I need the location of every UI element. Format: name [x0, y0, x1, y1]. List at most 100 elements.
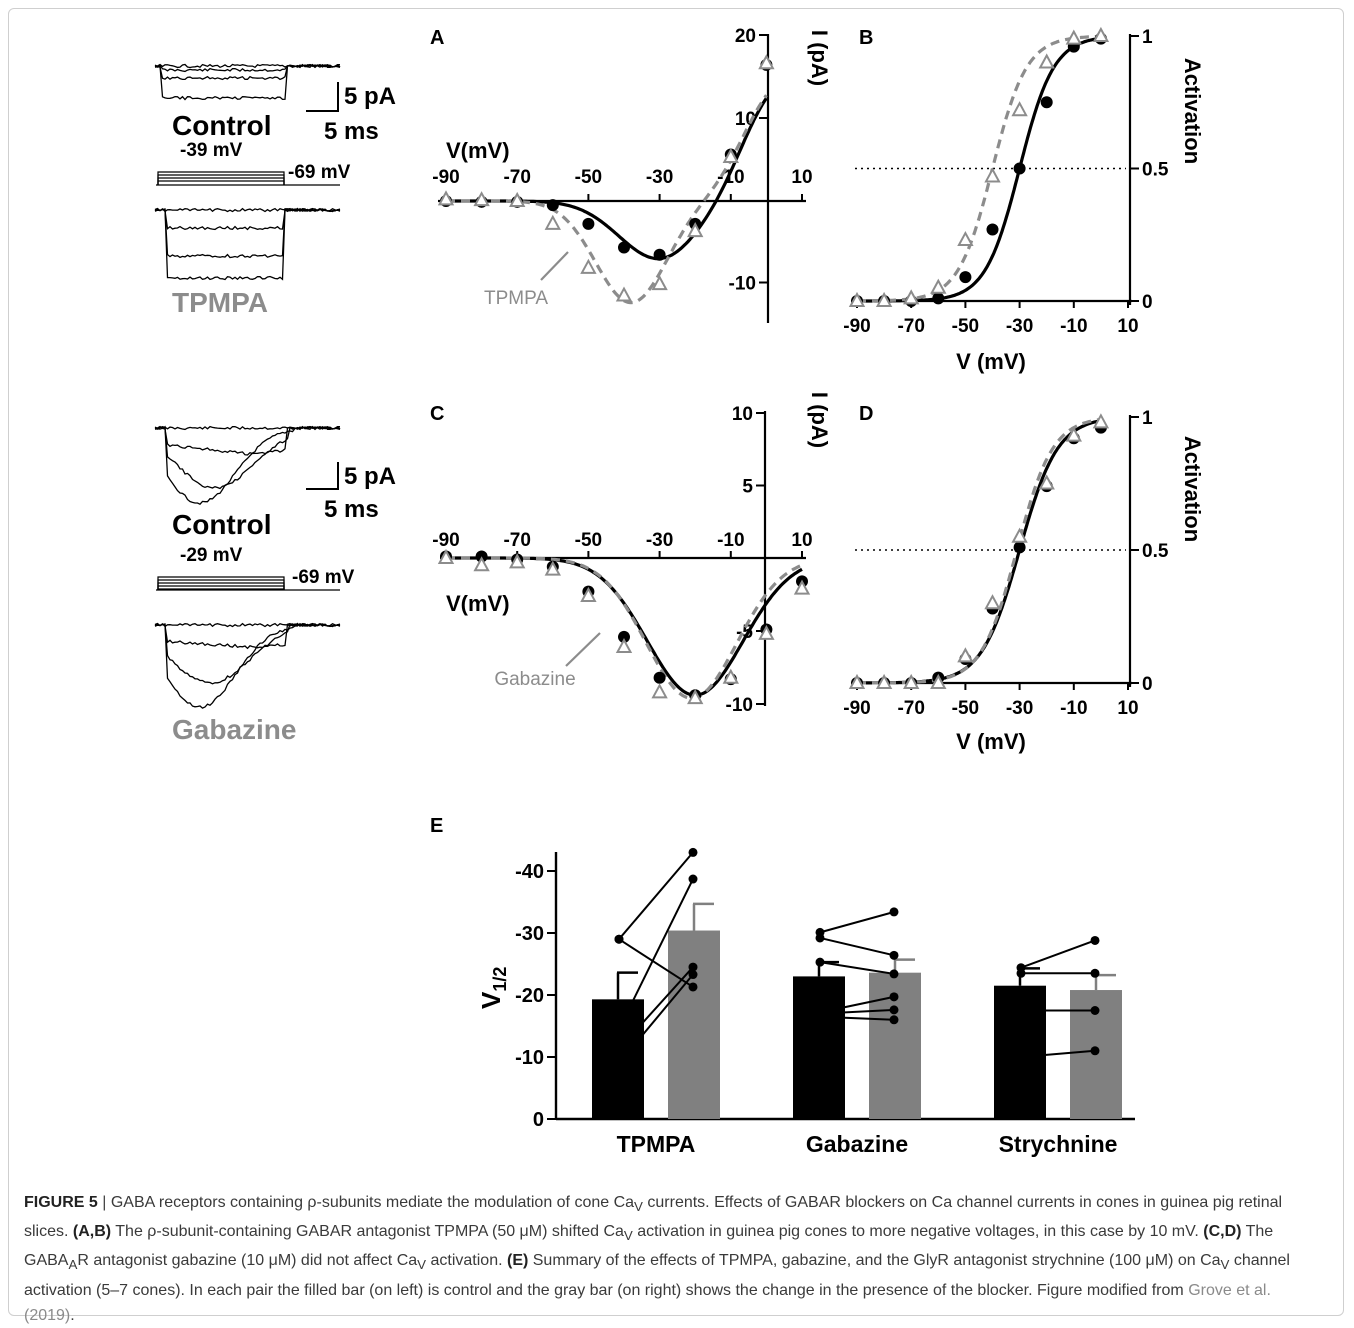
paired-point-blocker [1090, 1006, 1100, 1015]
voltage-step-line [157, 174, 285, 185]
caption-text: activation. [426, 1252, 507, 1270]
x-axis-title: V (mV) [956, 349, 1026, 374]
y-tick-label: 0 [533, 1109, 544, 1131]
y-tick-label: -40 [515, 861, 544, 883]
category-label: Gabazine [806, 1131, 908, 1157]
control-data-point [1013, 162, 1026, 175]
blocker-data-point [580, 586, 597, 602]
blocker-label: Gabazine [172, 714, 296, 745]
x-tick-label: -70 [503, 530, 530, 551]
caption-figure-label: FIGURE 5 [24, 1194, 98, 1211]
x-tick-label: 10 [1117, 698, 1138, 719]
blocker-data-point [437, 190, 455, 206]
y-axis-title: V1/2 [476, 967, 510, 1009]
control-current-trace [154, 63, 341, 73]
caption-citation-link[interactable]: Grove et al. (2019) [24, 1281, 1271, 1324]
caption-text: channel activation (5–7 cones). In each … [24, 1252, 1290, 1299]
paired-line [819, 1015, 895, 1021]
paired-point-blocker [889, 969, 899, 979]
control-bar [994, 985, 1046, 1119]
blocker-data-point [509, 191, 526, 207]
blocker-data-point [580, 258, 597, 274]
paired-point-control [614, 1024, 624, 1034]
x-tick-label: -10 [1060, 316, 1087, 337]
caption-separator: | [102, 1194, 107, 1211]
caption-text: R antagonist gabazine (10 μM) did not af… [77, 1252, 418, 1270]
y-tick-label: -10 [726, 695, 753, 716]
y-tick-label: 5 [742, 477, 753, 498]
paired-point-blocker [688, 847, 698, 857]
caption-panel-ref: (E) [506, 1252, 529, 1270]
blocker-data-point [687, 689, 704, 705]
control-data-point [959, 271, 972, 284]
paired-point-blocker [688, 982, 698, 992]
category-label: TPMPA [617, 1131, 696, 1157]
holding-voltage-label: -69 mV [292, 567, 355, 588]
blocker-data-point [758, 624, 775, 640]
panel-letter: A [430, 27, 444, 49]
blocker-data-point [875, 673, 893, 689]
blocker-data-point [687, 222, 704, 238]
paired-point-blocker [1090, 935, 1100, 945]
blocker-data-point [615, 637, 633, 654]
x-tick-label: -90 [843, 316, 870, 337]
control-data-point [1013, 541, 1026, 554]
blocker-data-point [1038, 53, 1055, 69]
x-tick-label: -70 [897, 698, 924, 719]
scale-bar-time-label: 5 ms [324, 496, 379, 523]
step-voltage-label: -39 mV [180, 140, 243, 161]
control-fit-curve [446, 556, 803, 697]
blocker-current-trace [154, 622, 341, 650]
step-voltage-label: -29 mV [180, 545, 243, 566]
category-label: Strychnine [999, 1131, 1118, 1157]
blocker-label: TPMPA [172, 287, 268, 318]
scale-bar-current-label: 5 pA [344, 463, 396, 490]
paired-line [819, 1008, 895, 1015]
paired-line [819, 910, 895, 934]
blocker-data-point [984, 594, 1001, 610]
blocker-data-point [437, 548, 455, 564]
paired-point-blocker [889, 992, 899, 1002]
caption-text: activation in guinea pig cones to more n… [632, 1223, 1204, 1241]
blocker-data-point [722, 668, 739, 684]
blocker-data-point [848, 291, 866, 307]
blocker-current-trace [154, 622, 341, 685]
control-current-trace [154, 425, 341, 431]
panel-letter: B [859, 27, 873, 49]
figure-frame [8, 8, 1344, 1316]
control-data-point [618, 630, 630, 643]
paired-point-blocker [889, 950, 899, 960]
caption-text: GABA receptors containing ρ-subunits med… [110, 1194, 635, 1211]
y-tick-label: -10 [729, 274, 756, 295]
caption-text: currents. Effects of GABAR blockers on C… [24, 1194, 1283, 1241]
y-tick-label: 10 [732, 404, 753, 425]
blocker-current-trace [154, 622, 341, 709]
control-data-point [986, 223, 999, 236]
caption-sub: A [68, 1257, 78, 1273]
x-tick-label: -70 [897, 316, 924, 337]
x-tick-label: -50 [575, 167, 602, 188]
caption-text: Summary of the effects of TPMPA, gabazin… [528, 1252, 1221, 1270]
blocker-data-point [930, 278, 947, 294]
paired-line [618, 878, 694, 1030]
paired-line [618, 938, 694, 988]
panel-letter: E [430, 815, 443, 837]
paired-point-control [1016, 1006, 1026, 1015]
y-axis-title-subscript: 1/2 [490, 967, 510, 992]
x-tick-label: -90 [843, 698, 870, 719]
caption-sub: V [634, 1199, 643, 1215]
panel-e-bar-chart: E 0 -10 -20 -30 -40 V1/2 TPMPA Gabazine Strychnin… [430, 815, 1135, 1157]
x-tick-label: -50 [952, 698, 979, 719]
blocker-data-point [903, 673, 920, 689]
blocker-data-point [793, 579, 811, 595]
x-axis-title: V(mV) [446, 138, 510, 163]
paired-point-blocker [688, 874, 698, 884]
control-current-trace [154, 63, 341, 69]
blocker-data-point [848, 673, 866, 689]
y-tick-label: -30 [515, 923, 544, 945]
blocker-data-point [1092, 413, 1110, 429]
paired-point-control [614, 1058, 624, 1068]
scale-bar-time-label: 5 ms [324, 118, 379, 145]
control-label: Control [172, 509, 272, 540]
